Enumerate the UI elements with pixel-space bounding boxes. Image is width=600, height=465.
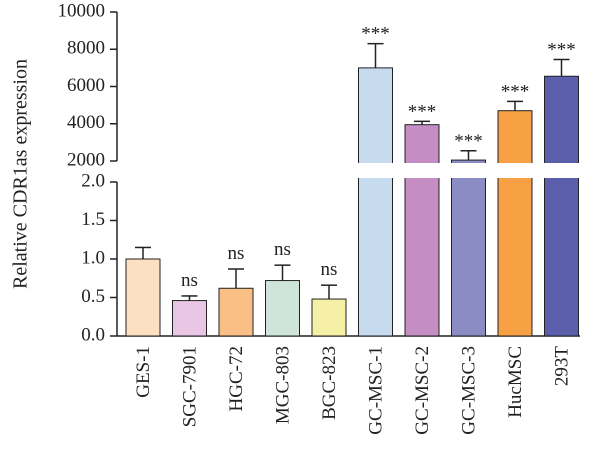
bars bbox=[125, 67, 580, 337]
significance-label: *** bbox=[361, 24, 390, 45]
y-tick-label: 8000 bbox=[67, 38, 105, 59]
y-tick-label: 2000 bbox=[67, 149, 105, 170]
significance-label: ns bbox=[181, 270, 198, 291]
y-tick-label: 10000 bbox=[58, 0, 106, 21]
x-tick-label: BGC-823 bbox=[319, 346, 340, 420]
error-bars bbox=[135, 42, 570, 301]
bar-upper bbox=[358, 67, 393, 172]
axis-break-gap bbox=[497, 163, 533, 178]
significance-label: *** bbox=[454, 131, 483, 152]
significance-labels: ns ns ns ns *** *** *** *** *** bbox=[181, 24, 576, 291]
x-tick-label: HucMSC bbox=[505, 346, 526, 418]
significance-label: *** bbox=[408, 101, 437, 122]
axis-break-gap bbox=[543, 163, 580, 178]
bar bbox=[404, 171, 440, 337]
x-tick-label: GES-1 bbox=[133, 346, 154, 398]
x-tick-label: 293T bbox=[552, 346, 573, 387]
x-tick-label: GC-MSC-2 bbox=[412, 346, 433, 435]
y-ticks-lower: 0.0 0.5 1.0 1.5 2.0 bbox=[81, 170, 117, 345]
significance-label: ns bbox=[274, 239, 291, 260]
bar-upper bbox=[544, 75, 579, 172]
axis-break-gap bbox=[357, 163, 394, 178]
bar bbox=[358, 171, 393, 337]
y-tick-label: 1.0 bbox=[81, 247, 105, 268]
bar bbox=[544, 171, 579, 337]
y-tick-label: 4000 bbox=[67, 112, 105, 133]
x-tick-label: GC-MSC-1 bbox=[366, 346, 387, 435]
x-tick-labels: GES-1 SGC-7901 HGC-72 MGC-803 BGC-823 GC-MSC-… bbox=[133, 346, 573, 435]
bar bbox=[265, 280, 300, 337]
y-tick-label: 0.5 bbox=[81, 286, 105, 307]
y-ticks-upper: 2000 4000 6000 8000 10000 bbox=[58, 0, 117, 170]
y-tick-label: 6000 bbox=[67, 75, 105, 96]
y-tick-label: 0.0 bbox=[81, 324, 105, 345]
bar bbox=[172, 300, 207, 337]
y-axis-title: Relative CDR1as expression bbox=[10, 59, 32, 289]
bar bbox=[125, 258, 161, 337]
significance-label: *** bbox=[501, 81, 530, 102]
x-tick-label: SGC-7901 bbox=[180, 346, 201, 427]
y-tick-label: 2.0 bbox=[81, 170, 105, 191]
x-tick-label: HGC-72 bbox=[226, 346, 247, 411]
y-tick-label: 1.5 bbox=[81, 209, 105, 230]
x-tick-label: MGC-803 bbox=[273, 346, 294, 424]
bar bbox=[497, 171, 533, 337]
x-tick-label: GC-MSC-3 bbox=[459, 346, 480, 435]
significance-label: *** bbox=[547, 39, 576, 60]
bar bbox=[451, 171, 486, 337]
bar bbox=[218, 287, 254, 337]
axis-break-gap bbox=[404, 163, 440, 178]
bar bbox=[311, 298, 347, 337]
significance-label: ns bbox=[321, 259, 338, 280]
axis-break-gap bbox=[450, 163, 487, 178]
significance-label: ns bbox=[228, 243, 245, 264]
bar-upper bbox=[497, 110, 533, 172]
